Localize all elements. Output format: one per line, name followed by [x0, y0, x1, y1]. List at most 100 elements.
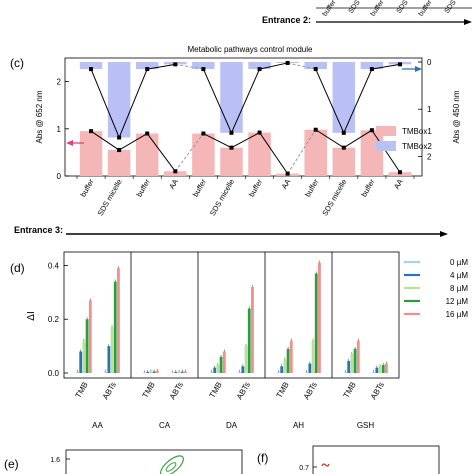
- bar-tmb-ox2: [304, 62, 327, 70]
- legend-label: 16 µM: [446, 310, 469, 319]
- group-label: CA: [159, 421, 171, 430]
- category-label: ABTs: [302, 381, 319, 402]
- bar-3: [113, 281, 117, 373]
- tmb-ox2-line-point: [89, 67, 94, 72]
- category-label: TMB: [141, 381, 157, 400]
- panel-f-letter: (f): [257, 451, 268, 465]
- right-tick-label: 0: [427, 58, 432, 67]
- legend-swatch-tmb-ox1: [376, 126, 396, 136]
- bar-3: [152, 371, 156, 373]
- panel-c-category-labels: buffer SDS micelle buffer AA buffer SDS micel…: [78, 177, 404, 217]
- bar-tmb-ox2: [107, 62, 131, 138]
- tmb-ox1-line-segment: [90, 130, 120, 151]
- bar-0: [238, 371, 242, 373]
- group-label: GSH: [357, 421, 375, 430]
- bar-tmb-ox1: [304, 129, 327, 176]
- entrance-3-label: Entrance 3:: [14, 225, 63, 235]
- category-label: TMB: [208, 381, 224, 400]
- bar-4: [88, 300, 92, 373]
- bar-tmb-ox1: [220, 147, 243, 176]
- group-label: AH: [293, 421, 304, 430]
- panel-c-title: Metabolic pathways control module: [188, 45, 314, 54]
- bar-2: [283, 359, 287, 373]
- tmb-ox2-line-segment: [90, 68, 120, 138]
- tmb-ox2-line-point: [229, 130, 234, 135]
- bar-0: [210, 371, 213, 373]
- bar-tmb-ox1: [79, 131, 103, 176]
- category-label: TMB: [275, 381, 291, 400]
- tmb-ox1-line-point: [89, 129, 94, 134]
- bar-4: [289, 340, 293, 373]
- entrance-3-arrowhead: [440, 231, 448, 237]
- tmb-ox2-line-segment: [202, 68, 232, 134]
- bar-3: [353, 348, 357, 373]
- tmb-ox2-line-point: [257, 67, 262, 72]
- bar-2: [244, 346, 248, 373]
- top-strip-label: SDS: [396, 0, 410, 15]
- bar-4: [251, 286, 254, 373]
- panel-f-plot-frame: [312, 445, 440, 474]
- bar-tmb-ox1: [360, 130, 384, 176]
- tmb-ox1-line-point: [201, 131, 206, 136]
- legend-swatch-tmb-ox2: [376, 141, 396, 151]
- category-label: SDS micelle: [320, 178, 348, 218]
- bar-1: [347, 360, 351, 373]
- tmb-ox2-line-segment: [371, 63, 401, 70]
- panel-f-red-curve: [321, 463, 330, 467]
- panel-d-bars: [76, 260, 388, 373]
- legend-label: 0 µM: [450, 258, 468, 267]
- panel-d: (d) 0.00.20.4 ΔI TMB ABTs TMB ABTs TMB ABTs TM…: [10, 251, 469, 430]
- top-strip-label: buffer: [370, 0, 386, 18]
- panel-c-left-ylabel: Abs @ 652 nm: [35, 90, 44, 143]
- legend-label: 8 µM: [450, 284, 468, 293]
- tmb-ox2-line-point: [117, 135, 122, 140]
- top-strip-label: buffer: [322, 0, 338, 18]
- tmb-ox2-line-segment: [315, 68, 345, 134]
- category-label: SDS micelle: [96, 178, 124, 218]
- category-label: buffer: [78, 177, 96, 198]
- tmb-ox2-line-point: [313, 67, 318, 72]
- tmb-ox2-line-segment: [259, 62, 288, 70]
- bar-1: [280, 366, 284, 373]
- bar-3: [314, 273, 318, 373]
- tmb-ox1-line-segment: [203, 133, 232, 149]
- group-label: DA: [226, 421, 238, 430]
- tmb-ox1-line-segment: [287, 129, 317, 174]
- bar-3: [85, 319, 89, 373]
- bar-tmb-ox1: [248, 132, 271, 176]
- bar-3: [180, 371, 184, 373]
- category-label: buffer: [191, 177, 209, 198]
- category-label: ABTs: [101, 381, 118, 402]
- tmb-ox2-line-segment: [231, 68, 260, 134]
- category-label: buffer: [135, 177, 153, 198]
- tmb-ox1-line-segment: [371, 129, 401, 173]
- bar-3: [219, 356, 223, 373]
- bar-0: [143, 372, 146, 373]
- tmb-ox1-line-point: [173, 169, 178, 174]
- bar-1: [146, 371, 150, 373]
- tmb-ox1-line-point: [285, 171, 290, 176]
- tmb-ox1-line-segment: [343, 129, 373, 149]
- bar-0: [372, 371, 376, 373]
- top-strip-labels: buffer SDS buffer SDS buffer SDS: [316, 0, 472, 18]
- tmb-ox1-line-segment: [315, 129, 345, 149]
- bar-2: [216, 364, 220, 373]
- bar-1: [241, 366, 245, 373]
- tmb-ox1-line-segment: [231, 132, 260, 149]
- category-label: ABTs: [168, 381, 185, 402]
- y-tick-label: 0.2: [48, 315, 60, 324]
- panel-d-letter: (d): [10, 261, 25, 275]
- panel-c-lines: [89, 60, 402, 176]
- tmb-ox1-line-point: [229, 145, 234, 150]
- category-label: AA: [392, 178, 405, 191]
- panel-d-group-labels: AA CA DA AH GSH: [92, 421, 374, 430]
- bar-tmb-ox2: [135, 62, 159, 70]
- bar-0: [76, 371, 79, 373]
- entrance-2-label: Entrance 2:: [262, 15, 311, 25]
- bar-3: [286, 348, 290, 373]
- legend-label: 4 µM: [450, 271, 468, 280]
- category-label: ABTs: [369, 381, 386, 402]
- tmb-ox1-line-point: [117, 148, 122, 153]
- bar-1: [79, 351, 83, 373]
- bar-0: [305, 371, 309, 373]
